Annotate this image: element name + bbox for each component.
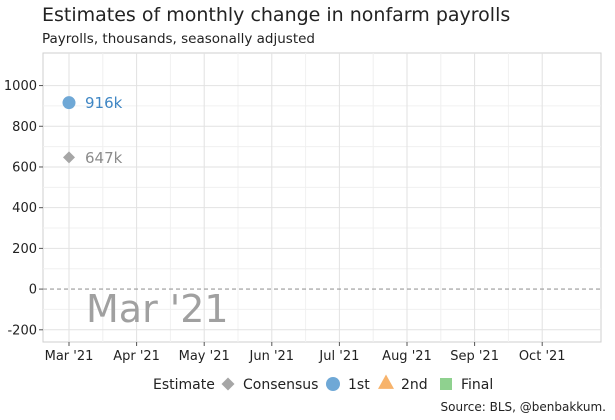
x-tick-label: May '21 [179,349,230,364]
x-tick-label: Mar '21 [45,349,94,364]
y-tick-label: 600 [12,160,37,175]
legend-marker-final [440,378,452,390]
chart-subtitle: Payrolls, thousands, seasonally adjusted [42,31,316,47]
y-tick-label: 800 [12,120,37,135]
source-note: Source: BLS, @benbakkum. [440,400,606,414]
legend-marker-consensus [221,377,235,391]
x-tick-label: Sep '21 [450,349,499,364]
x-tick-label: Apr '21 [113,349,160,364]
month-watermark: Mar '21 [86,287,229,331]
y-tick-label: 200 [12,242,37,257]
data-label-consensus: 647k [85,149,123,167]
chart-title: Estimates of monthly change in nonfarm p… [42,4,511,26]
data-point-1st [62,96,76,110]
legend-label-2nd: 2nd [401,377,428,393]
legend-label-1st: 1st [348,377,370,393]
data-point-consensus [63,151,75,164]
data-label-1st: 916k [85,94,123,112]
x-tick-label: Oct '21 [519,349,566,364]
x-tick-label: Jul '21 [318,349,359,364]
x-tick-label: Aug '21 [382,349,432,364]
legend-label-final: Final [461,377,493,393]
y-tick-label: -200 [7,323,37,338]
legend-marker-2nd [378,374,394,389]
y-tick-label: 0 [29,283,37,298]
legend-label-consensus: Consensus [243,377,318,393]
y-tick-label: 400 [12,201,37,216]
x-tick-label: Jun '21 [249,349,295,364]
y-tick-label: 1000 [4,79,37,94]
legend-title: Estimate [153,377,215,393]
legend-marker-1st [326,377,340,391]
